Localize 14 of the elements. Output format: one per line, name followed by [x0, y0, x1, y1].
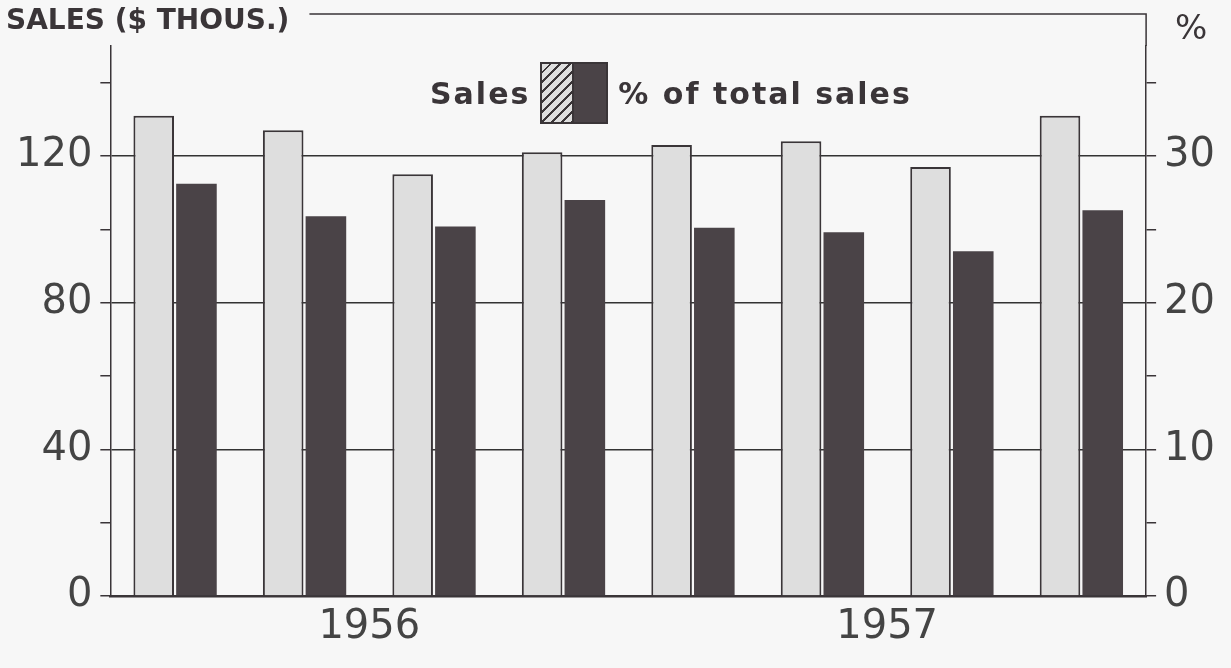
text: 1956	[318, 601, 421, 648]
y2-tick-label: 10	[1164, 422, 1216, 469]
y2-tick-label: 20	[1164, 276, 1216, 323]
y-tick-label: 120	[15, 129, 93, 176]
y-tick-label: 0	[66, 569, 93, 616]
text: 1957	[836, 601, 939, 648]
y-tick-label: 40	[41, 422, 93, 469]
y-axis-title: SALES ($ THOUS.)	[6, 3, 290, 37]
y2-tick-label: 30	[1164, 129, 1216, 176]
series-label: Sales	[430, 75, 531, 111]
y-tick-label: 80	[41, 276, 93, 323]
legend-label: % of total sales	[618, 75, 912, 111]
y2-tick-label: 0	[1164, 569, 1190, 616]
y2-axis-title: %	[1174, 6, 1208, 47]
